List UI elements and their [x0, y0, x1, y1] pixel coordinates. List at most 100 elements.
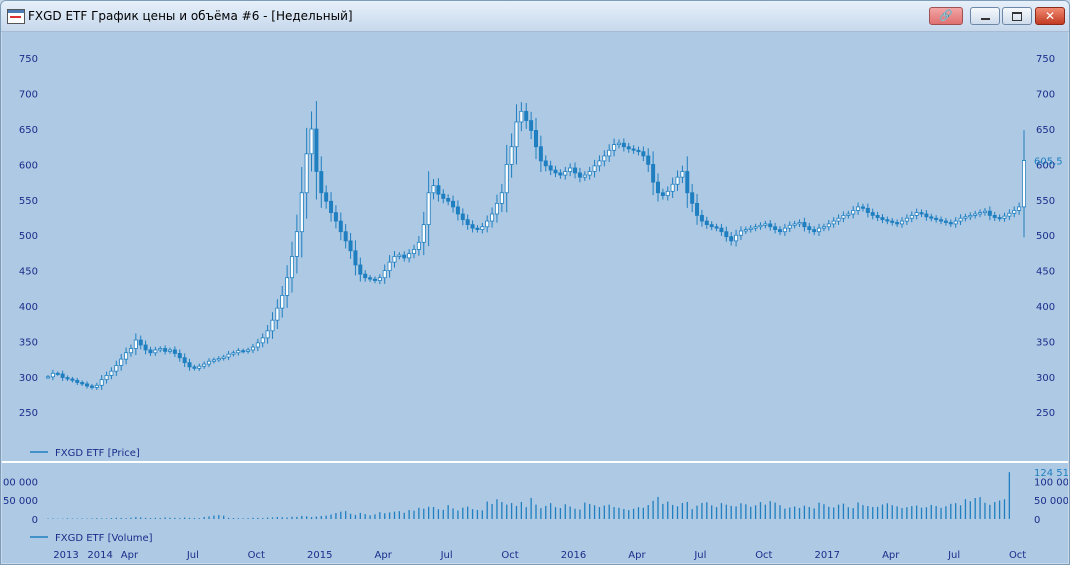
candle-body: [695, 202, 700, 216]
candle-body: [163, 348, 168, 352]
candle-body: [89, 385, 94, 388]
price-volume-chart[interactable]: 250 300 350 400 450 500 550 600 650 700 750 250 300…: [1, 32, 1069, 563]
candle-body: [485, 220, 490, 228]
candle-body: [363, 273, 368, 279]
candle-body: [197, 365, 202, 369]
candle-body: [768, 223, 773, 228]
candle-body: [958, 217, 963, 222]
candle-body: [211, 359, 216, 362]
candle-body: [255, 342, 260, 348]
candle-body: [738, 230, 743, 236]
candle-body: [294, 231, 299, 257]
candle-body: [392, 256, 397, 263]
volume-tick-left: 50 000: [3, 496, 38, 507]
candle-body: [631, 148, 636, 151]
candle-body: [202, 363, 207, 367]
candle-body: [563, 171, 568, 176]
price-tick-left: 400: [19, 302, 38, 313]
candle-body: [1017, 206, 1022, 211]
minimize-button[interactable]: [970, 7, 1000, 25]
last-volume-label: 124 517: [1034, 468, 1068, 479]
candle-body: [426, 192, 431, 226]
candle-body: [338, 220, 343, 233]
candle-body: [246, 349, 251, 352]
candle-body: [817, 227, 822, 233]
candle-body: [724, 231, 729, 238]
title-bar[interactable]: FXGD ETF График цены и объёма #6 - [Неде…: [1, 1, 1069, 32]
candle-body: [333, 212, 338, 222]
candle-body: [270, 319, 275, 332]
volume-tick-left: 100 000: [2, 477, 38, 488]
candle-body: [470, 224, 475, 229]
candle-body: [573, 167, 578, 174]
candle-body: [109, 370, 114, 376]
candle-body: [480, 226, 485, 230]
candle-body: [758, 224, 763, 228]
candle-body: [460, 213, 465, 221]
candle-body: [763, 223, 768, 226]
x-tick-label: Oct: [1009, 550, 1026, 561]
price-tick-right: 300: [1036, 373, 1055, 384]
candle-body: [60, 373, 65, 378]
chart-area[interactable]: 250 300 350 400 450 500 550 600 650 700 750 250 300…: [1, 32, 1069, 563]
candle-body: [431, 185, 436, 194]
candle-body: [192, 366, 197, 369]
candle-body: [812, 229, 817, 233]
candle-body: [207, 360, 212, 365]
candle-body: [216, 358, 221, 361]
candle-body: [914, 212, 919, 216]
candle-body: [309, 128, 314, 155]
candle-body: [909, 215, 914, 219]
candle-body: [250, 346, 255, 351]
candle-body: [299, 192, 304, 233]
candle-body: [465, 219, 470, 226]
candle-body: [524, 110, 529, 121]
price-tick-left: 500: [19, 231, 38, 242]
candle-body: [407, 253, 412, 259]
close-button[interactable]: ✕: [1035, 7, 1065, 25]
price-tick-left: 550: [19, 196, 38, 207]
candle-body: [880, 217, 885, 221]
candle-body: [875, 215, 880, 218]
candle-body: [924, 213, 929, 218]
candle-body: [719, 227, 724, 233]
candle-body: [509, 146, 514, 165]
volume-tick-left: 0: [32, 515, 38, 526]
candle-body: [904, 217, 909, 222]
candle-body: [836, 217, 841, 222]
candle-body: [670, 183, 675, 192]
candle-body: [304, 153, 309, 194]
candle-body: [651, 164, 656, 183]
x-tick-label: Jul: [947, 550, 960, 561]
candle-body: [753, 226, 758, 229]
candle-body: [782, 227, 787, 233]
candle-body: [182, 357, 187, 364]
price-tick-right: 250: [1036, 408, 1055, 419]
candle-body: [865, 207, 870, 213]
candle-body: [490, 213, 495, 222]
candle-body: [119, 358, 124, 366]
candle-body: [353, 250, 358, 266]
candle-body: [80, 382, 85, 385]
candle-body: [329, 200, 334, 213]
candle-body: [158, 348, 163, 351]
x-tick-label: 2015: [307, 550, 332, 561]
candle-body: [499, 192, 504, 204]
price-tick-right: 750: [1036, 54, 1055, 65]
candle-body: [143, 344, 148, 351]
candle-body: [128, 348, 133, 354]
candle-body: [646, 155, 651, 165]
price-tick-right: 550: [1036, 196, 1055, 207]
link-button[interactable]: 🔗: [929, 7, 963, 25]
candle-body: [382, 270, 387, 279]
x-tick-label: Apr: [375, 550, 393, 561]
candle-body: [978, 212, 983, 215]
candle-body: [748, 227, 753, 230]
candle-body: [397, 254, 402, 257]
candle-body: [826, 223, 831, 228]
x-tick-label: Jul: [440, 550, 453, 561]
maximize-button[interactable]: [1002, 7, 1032, 25]
candle-body: [55, 372, 60, 375]
candle-body: [543, 160, 548, 167]
